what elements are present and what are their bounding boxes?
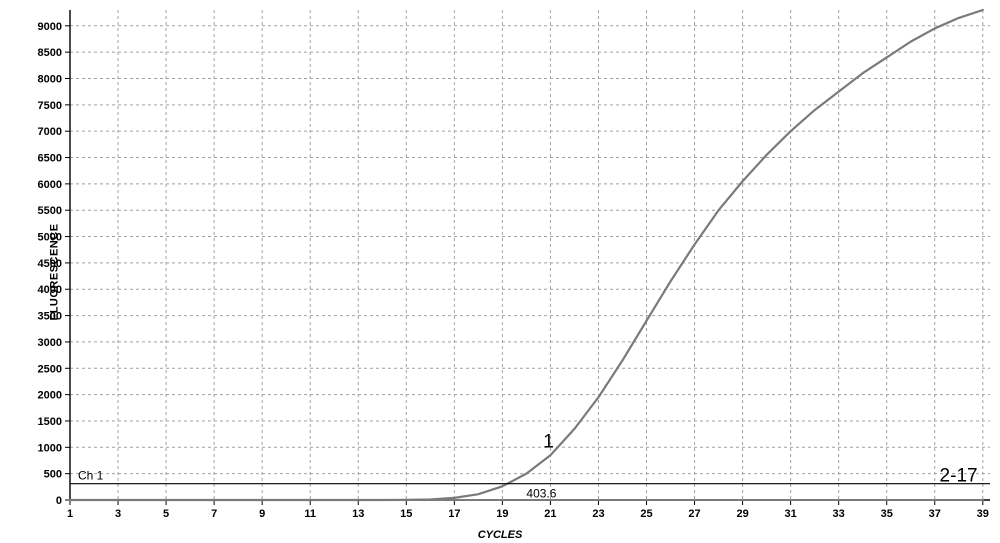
y-tick-label: 7000 (38, 126, 62, 138)
x-tick-label: 7 (211, 508, 217, 520)
x-tick-label: 5 (163, 508, 169, 520)
y-tick-label: 0 (56, 495, 62, 507)
x-tick-label: 39 (977, 508, 989, 520)
y-tick-label: 2500 (38, 363, 62, 375)
x-tick-label: 9 (259, 508, 265, 520)
x-tick-label: 11 (304, 508, 316, 520)
y-axis-label: FLUORESCENCE (49, 223, 61, 320)
x-tick-label: 17 (448, 508, 460, 520)
y-tick-label: 8500 (38, 47, 62, 59)
x-tick-label: 21 (544, 508, 556, 520)
amplification-chart: FLUORESCENCE CYCLES 05001000150020002500… (0, 0, 1000, 543)
threshold-value: 403.6 (526, 487, 556, 501)
x-tick-label: 35 (881, 508, 893, 520)
plot-bg (0, 0, 1000, 543)
y-tick-label: 7500 (38, 100, 62, 112)
threshold-left-label: Ch 1 (78, 469, 104, 483)
x-axis-label: CYCLES (478, 529, 523, 541)
y-tick-label: 9000 (38, 21, 62, 33)
annotation: 2-17 (940, 466, 978, 487)
annotation: 1 (543, 431, 554, 452)
x-tick-label: 29 (736, 508, 748, 520)
y-tick-label: 1000 (38, 442, 62, 454)
x-tick-label: 33 (833, 508, 845, 520)
x-tick-label: 13 (352, 508, 364, 520)
x-tick-label: 3 (115, 508, 121, 520)
y-tick-label: 6000 (38, 179, 62, 191)
y-tick-label: 5500 (38, 205, 62, 217)
y-tick-label: 2000 (38, 390, 62, 402)
x-tick-label: 23 (592, 508, 604, 520)
y-tick-label: 1500 (38, 416, 62, 428)
x-tick-label: 27 (688, 508, 700, 520)
x-tick-label: 1 (67, 508, 73, 520)
x-tick-label: 19 (496, 508, 508, 520)
x-tick-label: 31 (785, 508, 797, 520)
x-tick-label: 37 (929, 508, 941, 520)
y-tick-label: 500 (44, 469, 62, 481)
chart-svg: 0500100015002000250030003500400045005000… (0, 0, 1000, 543)
y-tick-label: 8000 (38, 73, 62, 85)
x-tick-label: 15 (400, 508, 412, 520)
y-tick-label: 6500 (38, 153, 62, 165)
y-tick-label: 3000 (38, 337, 62, 349)
x-tick-label: 25 (640, 508, 652, 520)
